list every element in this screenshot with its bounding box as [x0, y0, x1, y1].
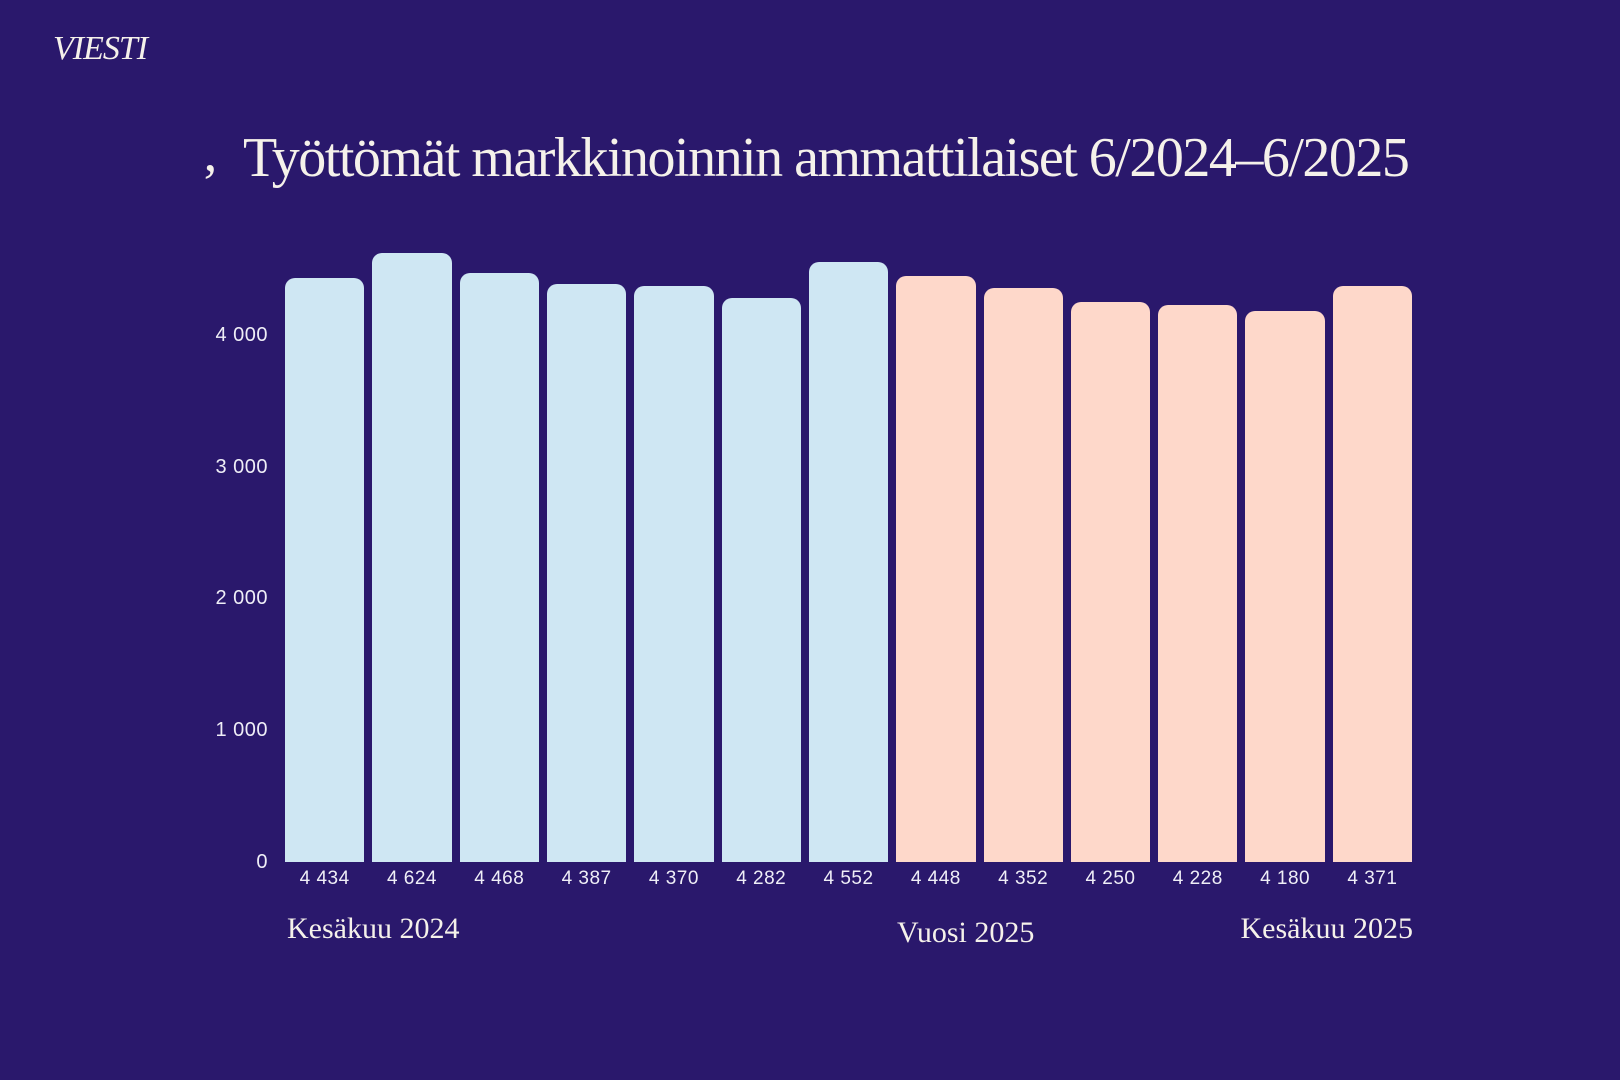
y-axis-tick-label: 1 000	[215, 719, 268, 741]
bar-chart	[285, 222, 1413, 862]
bar-value-label: 4 448	[910, 868, 961, 889]
bar-value-labels: 4 434 4 624 4 468 4 387 4 370 4 282 4 552 4 448…	[285, 868, 1412, 890]
x-annotation-vuosi-2025: Vuosi 2025	[897, 916, 1035, 949]
decorative-apostrophe: ’	[201, 153, 219, 213]
bar-value-label: 4 370	[648, 868, 699, 889]
bar	[1245, 311, 1325, 862]
viesti-logo: VIESTI	[53, 30, 148, 67]
bar-value-label: 4 250	[1085, 868, 1136, 889]
bar	[896, 276, 976, 862]
bar	[634, 286, 714, 862]
y-axis-tick-label: 4 000	[215, 324, 268, 346]
y-axis-tick-label: 3 000	[215, 456, 268, 478]
bar	[372, 253, 452, 862]
y-axis-tick-label: 0	[256, 851, 268, 873]
chart-title: Työttömät markkinoinnin ammattilaiset 6/…	[243, 127, 1410, 189]
bar-value-label: 4 282	[736, 868, 787, 889]
bar-value-label: 4 352	[998, 868, 1049, 889]
bar-value-label: 4 624	[386, 868, 437, 889]
bar	[721, 298, 801, 862]
bar-value-label: 4 387	[561, 868, 612, 889]
bar-value-label: 4 228	[1172, 868, 1223, 889]
bar-value-label: 4 180	[1260, 868, 1311, 889]
bar-value-label: 4 434	[299, 868, 350, 889]
x-annotation-kesakuu-2024: Kesäkuu 2024	[287, 912, 460, 945]
bar	[546, 284, 627, 862]
bar	[808, 262, 889, 862]
bar	[459, 273, 539, 862]
bar	[1070, 302, 1151, 862]
bar	[1158, 305, 1238, 862]
bar	[285, 278, 365, 862]
x-annotation-kesakuu-2025: Kesäkuu 2025	[1240, 912, 1413, 945]
bar	[1332, 286, 1413, 862]
bar-value-label: 4 468	[474, 868, 525, 889]
y-axis: 0 1 000 2 000 3 000 4 000	[0, 0, 268, 1080]
y-axis-tick-label: 2 000	[215, 587, 268, 609]
bar-value-label: 4 371	[1347, 868, 1398, 889]
bar-value-label: 4 552	[823, 868, 874, 889]
bar	[983, 288, 1063, 862]
